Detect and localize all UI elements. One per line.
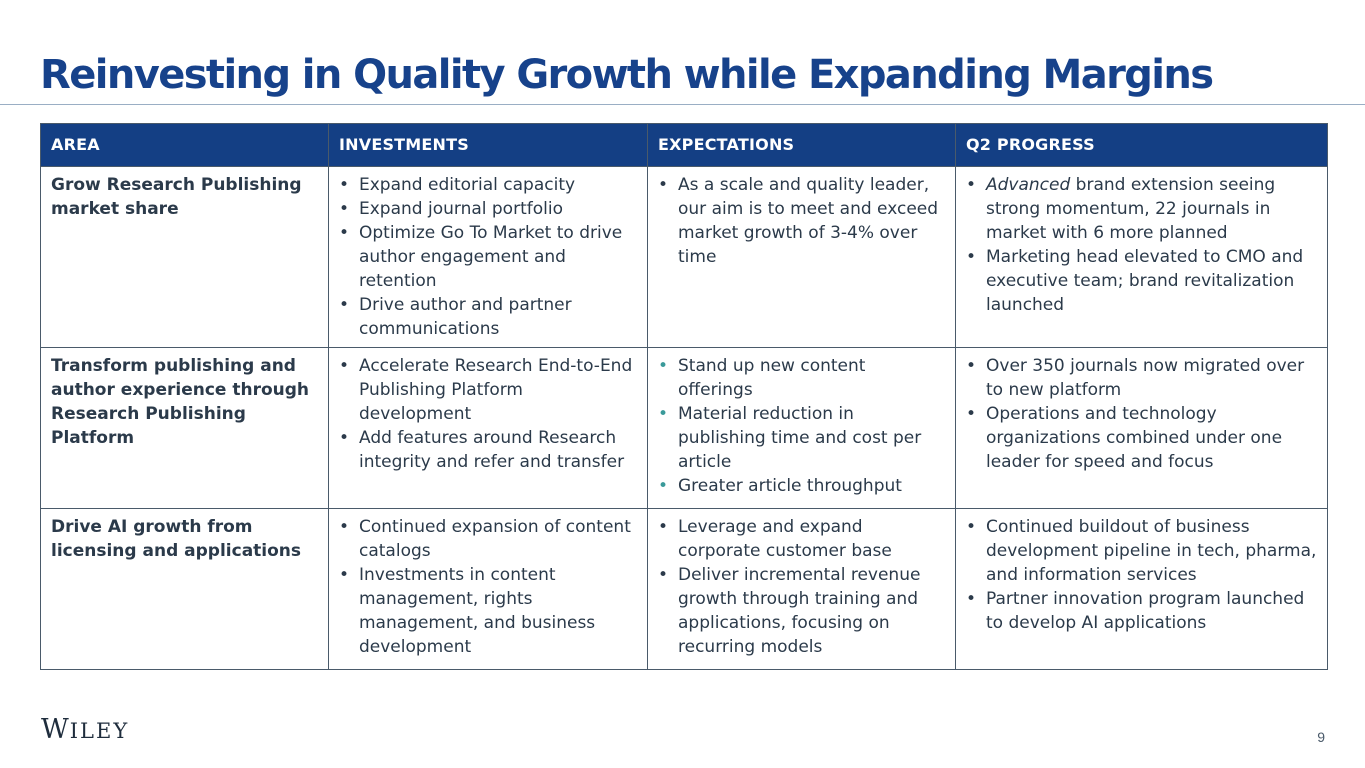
- list-item: Continued buildout of business developme…: [966, 515, 1317, 587]
- table-row: Grow Research Publishing market share Ex…: [40, 166, 1328, 348]
- list-item: Add features around Research integrity a…: [339, 426, 637, 474]
- list-item: Material reduction in publishing time an…: [658, 402, 945, 474]
- progress-cell: Over 350 journals now migrated over to n…: [955, 347, 1328, 509]
- area-cell: Drive AI growth from licensing and appli…: [40, 508, 329, 670]
- list-item: Expand journal portfolio: [339, 197, 637, 221]
- expectations-cell: Stand up new content offerings Material …: [647, 347, 956, 509]
- list-item: Over 350 journals now migrated over to n…: [966, 354, 1317, 402]
- list-item: Deliver incremental revenue growth throu…: [658, 563, 945, 659]
- investments-cell: Expand editorial capacity Expand journal…: [328, 166, 648, 348]
- page-number: 9: [1317, 729, 1325, 745]
- list-item: Investments in content management, right…: [339, 563, 637, 659]
- logo-initial: W: [41, 714, 70, 745]
- list-item: Operations and technology organizations …: [966, 402, 1317, 474]
- progress-cell: Advanced brand extension seeing strong m…: [955, 166, 1328, 348]
- list-item: Marketing head elevated to CMO and execu…: [966, 245, 1317, 317]
- investments-cell: Continued expansion of content catalogs …: [328, 508, 648, 670]
- list-item: Advanced brand extension seeing strong m…: [966, 173, 1317, 245]
- table-row: Transform publishing and author experien…: [40, 347, 1328, 509]
- header-q2-progress: Q2 PROGRESS: [955, 123, 1328, 167]
- list-item: Continued expansion of content catalogs: [339, 515, 637, 563]
- list-item: Drive author and partner communications: [339, 293, 637, 341]
- area-cell: Transform publishing and author experien…: [40, 347, 329, 509]
- list-item-text: brand extension seeing strong momentum, …: [986, 175, 1276, 243]
- expectations-cell: As a scale and quality leader, our aim i…: [647, 166, 956, 348]
- header-investments: INVESTMENTS: [328, 123, 648, 167]
- list-item: Partner innovation program launched to d…: [966, 587, 1317, 635]
- table-row: Drive AI growth from licensing and appli…: [40, 508, 1328, 670]
- table-header-row: AREA INVESTMENTS EXPECTATIONS Q2 PROGRES…: [40, 123, 1328, 167]
- list-item: Stand up new content offerings: [658, 354, 945, 402]
- progress-cell: Continued buildout of business developme…: [955, 508, 1328, 670]
- list-item: Optimize Go To Market to drive author en…: [339, 221, 637, 293]
- header-area: AREA: [40, 123, 329, 167]
- list-item: Leverage and expand corporate customer b…: [658, 515, 945, 563]
- strategy-table: AREA INVESTMENTS EXPECTATIONS Q2 PROGRES…: [40, 123, 1328, 670]
- logo-rest: ILEY: [69, 719, 130, 743]
- slide-title: Reinvesting in Quality Growth while Expa…: [40, 52, 1214, 98]
- list-item: Greater article throughput: [658, 474, 945, 498]
- expectations-cell: Leverage and expand corporate customer b…: [647, 508, 956, 670]
- header-expectations: EXPECTATIONS: [647, 123, 956, 167]
- list-item: As a scale and quality leader, our aim i…: [658, 173, 945, 269]
- title-divider: [0, 104, 1365, 105]
- emphasis-text: Advanced: [986, 175, 1071, 195]
- investments-cell: Accelerate Research End-to-End Publishin…: [328, 347, 648, 509]
- list-item: Expand editorial capacity: [339, 173, 637, 197]
- wiley-logo: WILEY: [41, 714, 129, 747]
- list-item: Accelerate Research End-to-End Publishin…: [339, 354, 637, 426]
- area-cell: Grow Research Publishing market share: [40, 166, 329, 348]
